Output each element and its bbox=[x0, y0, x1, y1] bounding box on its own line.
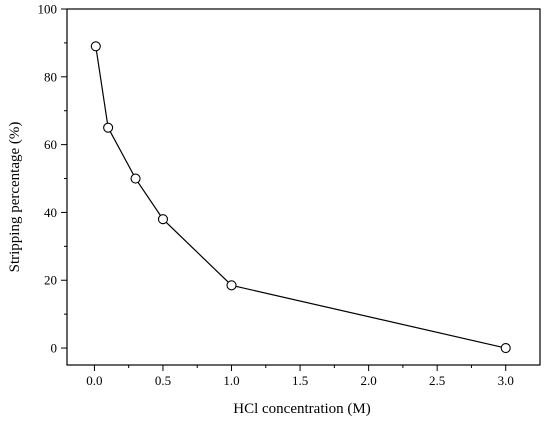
y-tick-label: 0 bbox=[51, 341, 58, 356]
data-point bbox=[500, 342, 511, 354]
y-tick-label: 80 bbox=[44, 69, 57, 84]
x-tick-label: 1.5 bbox=[292, 373, 308, 388]
x-tick-label: 0.5 bbox=[155, 373, 171, 388]
x-tick-label: 1.0 bbox=[223, 373, 239, 388]
x-tick-label: 2.5 bbox=[429, 373, 445, 388]
data-point bbox=[103, 122, 114, 133]
y-axis-ticks: 0 20 40 60 80 100 bbox=[38, 2, 67, 356]
x-tick-label: 3.0 bbox=[498, 373, 514, 388]
x-tick-label: 2.0 bbox=[360, 373, 376, 388]
x-axis-title: HCl concentration (M) bbox=[233, 401, 370, 417]
y-tick-label: 60 bbox=[44, 137, 57, 152]
series-line bbox=[95, 46, 506, 349]
data-point bbox=[157, 214, 169, 225]
x-axis-ticks: 0.0 0.5 1.0 1.5 2.0 2.5 3.0 bbox=[86, 365, 514, 388]
y-axis-title: Stripping percentage (%) bbox=[7, 122, 23, 273]
y-tick-label: 100 bbox=[38, 2, 58, 17]
data-point bbox=[90, 41, 101, 52]
plot-frame-group bbox=[66, 8, 541, 366]
plot-frame bbox=[66, 8, 541, 366]
data-point bbox=[130, 173, 141, 184]
series-group bbox=[90, 41, 511, 354]
data-point bbox=[226, 280, 237, 291]
x-tick-label: 0.0 bbox=[86, 373, 102, 388]
y-tick-label: 40 bbox=[44, 205, 57, 220]
y-tick-label: 20 bbox=[44, 273, 57, 288]
